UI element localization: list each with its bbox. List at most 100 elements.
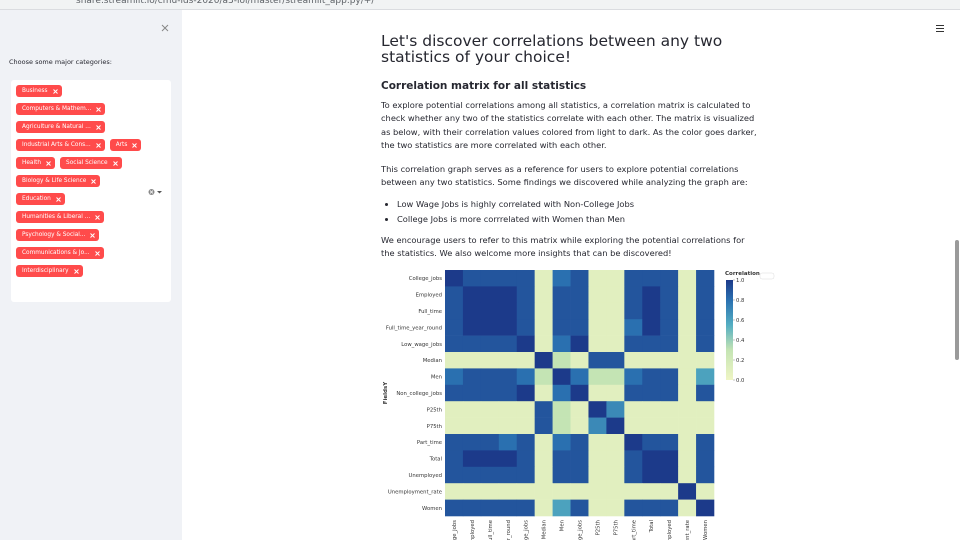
y-tick-label: Full_time bbox=[418, 309, 442, 315]
tag[interactable]: Communications & Jo... bbox=[16, 247, 104, 259]
heatmap-cell bbox=[445, 483, 464, 500]
heatmap-cell bbox=[678, 466, 697, 484]
tag-remove[interactable] bbox=[95, 214, 101, 220]
heatmap-cell bbox=[660, 401, 679, 418]
tag[interactable]: Social Science bbox=[60, 157, 122, 169]
tag-remove[interactable] bbox=[95, 142, 101, 148]
tag-remove[interactable] bbox=[90, 232, 96, 238]
heatmap-cell bbox=[534, 450, 553, 468]
tag[interactable]: Psychology & Social... bbox=[16, 229, 100, 241]
heatmap-cell bbox=[696, 302, 715, 320]
url[interactable]: share.streamlit.io/cmu-ids-2020/a3-lol/m… bbox=[76, 0, 375, 6]
heatmap-cell bbox=[498, 401, 518, 418]
tag[interactable]: Arts bbox=[109, 139, 142, 151]
heatmap-cell bbox=[606, 352, 625, 369]
tag[interactable]: Humanities & Liberal ... bbox=[16, 211, 105, 223]
heatmap-cell bbox=[660, 335, 679, 353]
tag-remove[interactable] bbox=[52, 88, 58, 94]
heatmap-cell bbox=[534, 417, 553, 435]
tag-label: Humanities & Liberal ... bbox=[22, 214, 91, 220]
tag[interactable]: Business bbox=[16, 85, 62, 97]
heatmap-cell bbox=[624, 384, 643, 402]
heatmap-cell bbox=[498, 352, 518, 369]
tag[interactable]: Education bbox=[16, 193, 65, 205]
heatmap-cell bbox=[588, 450, 607, 468]
heatmap-cell bbox=[624, 466, 643, 484]
tag[interactable]: Computers & Mathem... bbox=[16, 103, 106, 115]
heatmap-cell bbox=[678, 450, 697, 468]
x-tick-label: Part_time bbox=[631, 520, 637, 540]
heatmap-cell bbox=[642, 401, 661, 418]
heatmap-cell bbox=[588, 319, 607, 336]
multiselect[interactable]: Business Computers & Mathem... Agriculture… bbox=[11, 80, 171, 302]
heatmap-cell bbox=[552, 270, 571, 287]
select-controls[interactable] bbox=[148, 188, 164, 196]
tag[interactable]: Health bbox=[16, 157, 56, 169]
y-tick-label: Women bbox=[422, 506, 442, 512]
x-tick-label: P75th bbox=[613, 520, 619, 535]
tag[interactable]: Biology & Life Science bbox=[16, 175, 101, 187]
heatmap-cell bbox=[462, 483, 482, 500]
heatmap-cell bbox=[696, 319, 715, 336]
x-tick-label: Employed bbox=[470, 520, 476, 540]
y-tick-label: Low_wage_jobs bbox=[401, 342, 442, 348]
heatmap-cell bbox=[498, 335, 518, 353]
heatmap-cell bbox=[642, 466, 661, 484]
heatmap-cell bbox=[534, 286, 553, 304]
heatmap-cell bbox=[678, 352, 697, 369]
heatmap-cell bbox=[660, 319, 679, 336]
heatmap-cell bbox=[480, 417, 500, 435]
heatmap-cell bbox=[570, 417, 589, 435]
heatmap-cell bbox=[516, 319, 535, 336]
tag-remove[interactable] bbox=[132, 142, 138, 148]
tag-remove[interactable] bbox=[96, 106, 102, 112]
heatmap-cell bbox=[588, 434, 607, 451]
heatmap-cell bbox=[516, 302, 535, 320]
heatmap-cell bbox=[462, 302, 482, 320]
heatmap-cell bbox=[588, 335, 607, 353]
heatmap-cell bbox=[462, 417, 482, 435]
heatmap-cell bbox=[498, 368, 518, 386]
heatmap-cell bbox=[642, 450, 661, 468]
heatmap-cell bbox=[480, 286, 500, 304]
heatmap-cell bbox=[588, 417, 607, 435]
tag[interactable]: Interdisciplinary bbox=[16, 265, 83, 277]
y-tick-label: Men bbox=[431, 375, 442, 381]
tag-remove[interactable] bbox=[73, 268, 79, 274]
tag-remove[interactable] bbox=[112, 160, 118, 166]
heatmap-cell bbox=[696, 286, 715, 304]
tag-label: Health bbox=[22, 160, 42, 166]
legend-gradient bbox=[726, 280, 733, 380]
heatmap-cell bbox=[462, 434, 482, 451]
tag-remove[interactable] bbox=[94, 250, 100, 256]
heatmap-cell bbox=[642, 352, 661, 369]
menu-button[interactable] bbox=[935, 24, 945, 33]
heatmap-cell bbox=[660, 270, 679, 287]
heatmap-cell bbox=[480, 434, 500, 451]
y-tick-label: P25th bbox=[427, 407, 442, 413]
heatmap-cell bbox=[696, 368, 715, 386]
heatmap-cell bbox=[642, 270, 661, 287]
tag-remove[interactable] bbox=[56, 196, 61, 202]
heatmap-cell bbox=[516, 286, 535, 304]
tag[interactable]: Agriculture & Natural ... bbox=[16, 121, 105, 133]
heatmap-cell bbox=[660, 368, 679, 386]
tag-list: Business Computers & Mathem... Agriculture… bbox=[16, 85, 150, 277]
tag-remove[interactable] bbox=[91, 178, 97, 184]
heatmap-cell bbox=[552, 352, 571, 369]
heatmap-cell bbox=[696, 483, 715, 500]
tag-remove[interactable] bbox=[46, 160, 51, 166]
tag[interactable]: Industrial Arts & Cons... bbox=[16, 139, 105, 151]
tag-remove[interactable] bbox=[95, 124, 101, 130]
chart-menu[interactable] bbox=[759, 272, 775, 280]
heatmap-cell bbox=[588, 401, 607, 418]
heatmap-cell bbox=[462, 286, 482, 304]
scrollbar[interactable] bbox=[955, 240, 959, 360]
heatmap-cell bbox=[642, 384, 661, 402]
heatmap-cell bbox=[678, 319, 697, 336]
heatmap-cell bbox=[570, 466, 589, 484]
heatmap-cell bbox=[642, 417, 661, 435]
close-sidebar[interactable] bbox=[161, 24, 169, 32]
heatmap-cell bbox=[516, 352, 535, 369]
heatmap-cell bbox=[588, 368, 607, 386]
